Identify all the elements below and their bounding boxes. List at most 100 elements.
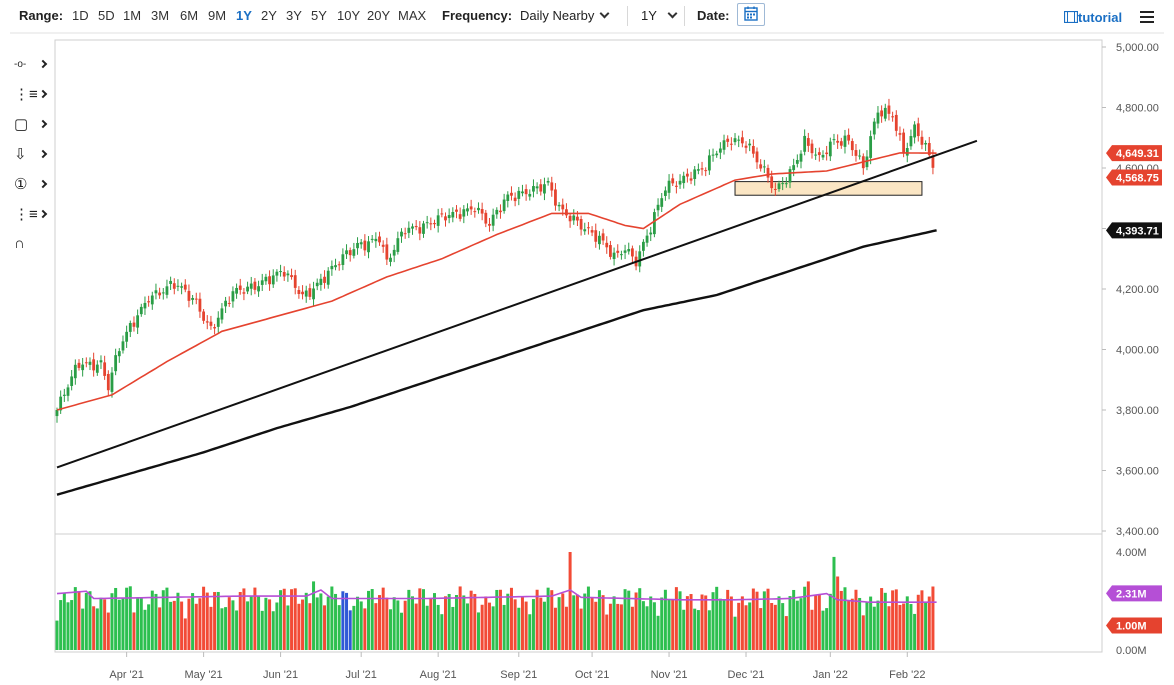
candle-body (565, 209, 568, 216)
menu-icon[interactable] (1140, 11, 1154, 23)
candle-body (70, 376, 74, 386)
candle-body (194, 298, 198, 300)
tool-magnet[interactable]: ∩ (10, 234, 50, 256)
volume-bar (216, 591, 220, 650)
range-button-1m[interactable]: 1M (123, 8, 142, 23)
tool-fibonacci[interactable]: ⋮≡ (10, 204, 50, 226)
candle-body (297, 289, 301, 294)
candle-body (784, 183, 788, 185)
candle-body (385, 244, 389, 260)
range-button-6m[interactable]: 6M (180, 8, 199, 23)
tool-line-tools[interactable]: ⋮≡ (10, 84, 50, 106)
volume-bar (495, 589, 499, 650)
range-button-1d[interactable]: 1D (72, 8, 89, 23)
candle-body (176, 285, 180, 287)
calendar-button[interactable] (737, 3, 765, 26)
volume-bar (920, 590, 924, 650)
candle-body (191, 297, 195, 300)
candle-body (554, 189, 557, 206)
range-button-1y[interactable]: 1Y (236, 8, 252, 23)
tutorial-link[interactable]: tutorial (1063, 10, 1122, 25)
range-button-3y[interactable]: 3Y (286, 8, 302, 23)
candle-body (781, 183, 785, 185)
range-button-5d[interactable]: 5D (98, 8, 115, 23)
volume-bar (916, 594, 920, 650)
tool-shape-tools[interactable]: ▢ (10, 114, 50, 136)
divider (627, 6, 628, 26)
volume-bar (839, 590, 843, 650)
price-tick-label: 3,400.00 (1116, 526, 1159, 538)
candle-body (143, 302, 147, 309)
volume-bar (465, 603, 469, 650)
price-badge: 4,649.31 (1116, 148, 1159, 160)
candle-body (81, 364, 85, 371)
chevron-right-icon (38, 149, 48, 159)
range-button-5y[interactable]: 5Y (311, 8, 327, 23)
period-select[interactable]: 1Y (641, 8, 678, 23)
volume-bar (682, 609, 686, 650)
candle-body (609, 245, 612, 257)
volume-bar (616, 603, 620, 650)
range-button-9m[interactable]: 9M (208, 8, 227, 23)
volume-badge: 2.31M (1116, 588, 1147, 600)
volume-bar (575, 594, 579, 650)
volume-bar (77, 591, 81, 650)
price-badge-shape (1106, 145, 1162, 162)
frequency-select[interactable]: Daily Nearby (520, 8, 610, 23)
candle-body (532, 186, 535, 192)
candle-body (568, 215, 572, 222)
candle-body (803, 135, 807, 152)
candle-body (484, 212, 488, 224)
candle-body (275, 271, 279, 276)
candle-body (693, 169, 697, 180)
candle-body (370, 238, 374, 240)
candle-body (924, 143, 928, 145)
volume-bar (425, 605, 429, 650)
volume-bar (370, 589, 374, 650)
candle-body (887, 105, 891, 114)
volume-bar (436, 604, 440, 650)
price-tick-label: 3,800.00 (1116, 405, 1159, 417)
x-tick-label: Oct '21 (575, 669, 610, 681)
range-button-max[interactable]: MAX (398, 8, 427, 23)
candle-body (359, 242, 363, 245)
volume-bar (660, 597, 664, 650)
volume-bar (378, 595, 382, 650)
volume-bar (927, 596, 931, 650)
candle-body (707, 155, 711, 171)
volume-bar (330, 586, 334, 650)
candle-body (136, 315, 140, 328)
volume-bar (693, 608, 697, 650)
candle-body (469, 206, 473, 210)
x-tick-label: May '21 (185, 669, 223, 681)
candle-body (286, 273, 290, 276)
volume-bar (645, 606, 649, 650)
range-button-10y[interactable]: 10Y (337, 8, 361, 23)
volume-bar (880, 588, 884, 650)
tool-arrow-down[interactable]: ⇩ (10, 144, 50, 166)
volume-bar (711, 592, 715, 650)
volume-bar (374, 603, 378, 650)
candle-body (128, 323, 132, 332)
volume-bar (924, 602, 928, 650)
candle-body (898, 133, 902, 135)
candle-body (154, 290, 158, 294)
volume-bar (411, 596, 415, 650)
candle-body (894, 114, 898, 131)
range-button-2y[interactable]: 2Y (261, 8, 277, 23)
tool-crosshair[interactable]: -o- (10, 54, 50, 76)
volume-bar (726, 589, 730, 650)
candle-body (205, 321, 209, 323)
volume-bar (685, 596, 689, 650)
period-value: 1Y (641, 8, 657, 23)
calendar-icon (744, 6, 758, 21)
tool-annotation-number[interactable]: ① (10, 174, 50, 196)
candle-body (488, 223, 491, 226)
range-button-3m[interactable]: 3M (151, 8, 170, 23)
candle-body (612, 252, 616, 260)
candle-body (561, 204, 565, 210)
range-label: Range: (19, 8, 64, 23)
range-button-20y[interactable]: 20Y (367, 8, 391, 23)
volume-bar (905, 596, 909, 650)
